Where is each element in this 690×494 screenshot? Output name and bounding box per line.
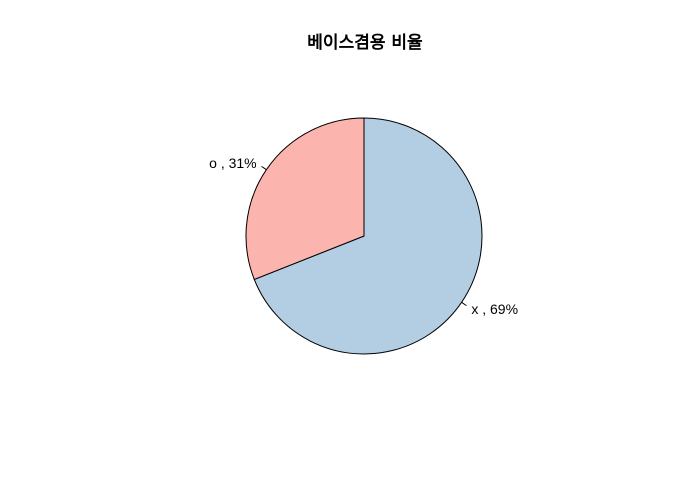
pie-labels: x , 69% o , 31% xyxy=(209,155,518,317)
chart-title: 베이스겸용 비율 xyxy=(307,33,423,53)
pie-slice-x xyxy=(253,117,483,355)
slice-label-o: o , 31% xyxy=(209,155,256,171)
pie-slices xyxy=(245,117,483,355)
leader-line-o xyxy=(261,165,267,171)
leader-line-x xyxy=(461,301,467,307)
slice-label-x: x , 69% xyxy=(471,301,518,317)
